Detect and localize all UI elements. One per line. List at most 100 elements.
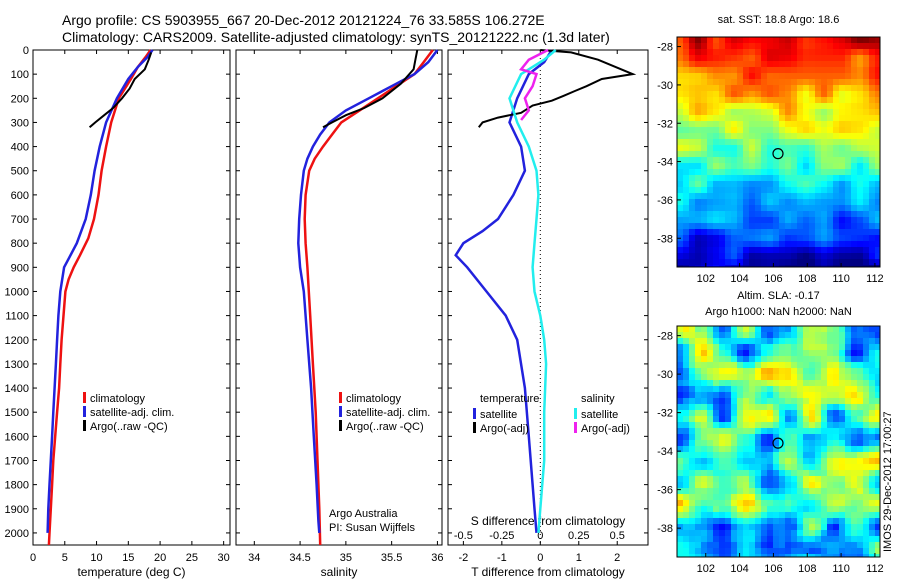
map-cell — [815, 235, 821, 241]
map-cell — [863, 193, 869, 199]
map-cell — [761, 199, 767, 205]
map-cell — [695, 344, 701, 350]
map-cell — [785, 151, 791, 157]
map-cell — [827, 85, 833, 91]
map-cell — [875, 506, 880, 512]
map-cell — [779, 241, 785, 247]
map-cell — [755, 482, 761, 488]
map-cell — [791, 392, 797, 398]
map-cell — [755, 416, 761, 422]
map-cell — [743, 392, 749, 398]
map-cell — [719, 211, 725, 217]
map-cell — [839, 151, 845, 157]
map-cell — [749, 49, 755, 55]
map-cell — [761, 362, 767, 368]
map-cell — [851, 482, 857, 488]
map-cell — [749, 181, 755, 187]
map-cell — [731, 91, 737, 97]
map-cell — [677, 470, 683, 476]
map-cell — [845, 265, 851, 267]
map-cell — [737, 157, 743, 163]
map-cell — [869, 464, 875, 470]
map-cell — [683, 434, 689, 440]
map-cell — [695, 464, 701, 470]
map-cell — [737, 482, 743, 488]
map-cell — [755, 326, 761, 332]
map-cell — [737, 428, 743, 434]
map-cell — [707, 67, 713, 73]
map-cell — [809, 217, 815, 223]
map-cell — [767, 500, 773, 506]
map-cell — [755, 223, 761, 229]
map-cell — [749, 67, 755, 73]
map-cell — [683, 151, 689, 157]
map-cell — [719, 380, 725, 386]
map-cell — [857, 121, 863, 127]
map-cell — [803, 488, 809, 494]
map-cell — [821, 386, 827, 392]
map-cell — [707, 85, 713, 91]
map-cell — [779, 235, 785, 241]
map-cell — [719, 253, 725, 259]
map-cell — [821, 217, 827, 223]
map-cell — [827, 554, 833, 557]
map-cell — [863, 434, 869, 440]
map-cell — [851, 181, 857, 187]
map-cell — [869, 139, 875, 145]
map-cell — [755, 530, 761, 536]
map-cell — [695, 67, 701, 73]
map-cell — [677, 49, 683, 55]
map-cell — [791, 73, 797, 79]
map-cell — [791, 223, 797, 229]
map-cell — [863, 55, 869, 61]
map-cell — [827, 157, 833, 163]
map-cell — [821, 368, 827, 374]
map-cell — [719, 127, 725, 133]
map-cell — [725, 374, 731, 380]
map-cell — [713, 115, 719, 121]
map-cell — [713, 133, 719, 139]
map-cell — [785, 121, 791, 127]
map-cell — [725, 416, 731, 422]
map-cell — [731, 494, 737, 500]
map-cell — [689, 67, 695, 73]
map-cell — [851, 103, 857, 109]
map-cell — [803, 368, 809, 374]
map-cell — [815, 518, 821, 524]
map-cell — [731, 67, 737, 73]
map-cell — [875, 476, 880, 482]
map-cell — [821, 169, 827, 175]
map-cell — [791, 187, 797, 193]
map-cell — [791, 61, 797, 67]
map-cell — [767, 434, 773, 440]
map-cell — [815, 241, 821, 247]
map-cell — [809, 175, 815, 181]
map-cell — [737, 422, 743, 428]
map-cell — [677, 169, 683, 175]
map-cell — [845, 43, 851, 49]
map-cell — [731, 229, 737, 235]
map-cell — [695, 229, 701, 235]
map-cell — [707, 43, 713, 49]
map-cell — [773, 193, 779, 199]
map-cell — [845, 332, 851, 338]
map-cell — [761, 326, 767, 332]
map-cell — [725, 175, 731, 181]
map-cell — [743, 103, 749, 109]
map-cell — [725, 446, 731, 452]
map-cell — [779, 374, 785, 380]
map-cell — [725, 187, 731, 193]
map-cell — [851, 139, 857, 145]
map-cell — [785, 235, 791, 241]
map-cell — [725, 386, 731, 392]
map-cell — [809, 458, 815, 464]
map-cell — [737, 362, 743, 368]
map-cell — [749, 488, 755, 494]
map-cell — [761, 121, 767, 127]
map-cell — [683, 488, 689, 494]
map-cell — [845, 175, 851, 181]
map-cell — [695, 488, 701, 494]
map-cell — [737, 344, 743, 350]
map-cell — [839, 392, 845, 398]
legend-swatch — [574, 408, 577, 419]
